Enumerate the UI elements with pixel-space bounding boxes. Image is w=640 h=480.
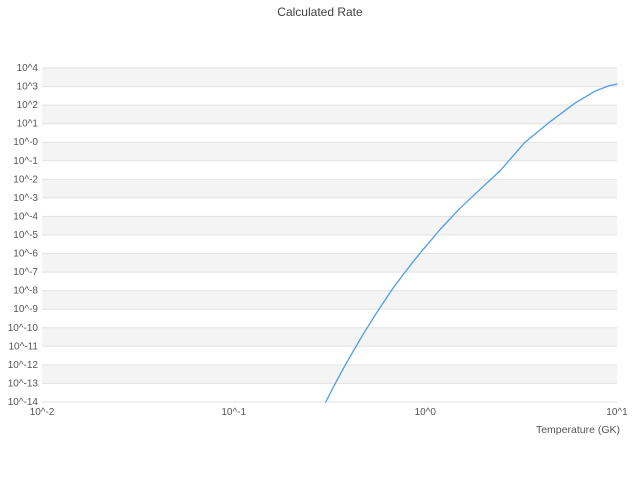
plot-band xyxy=(42,290,617,310)
x-tick-label: 10^1 xyxy=(606,407,628,418)
y-tick-label: 10^-10 xyxy=(8,323,39,334)
x-tick-label: 10^-1 xyxy=(221,407,246,418)
y-tick-label: 10^1 xyxy=(17,119,39,130)
y-tick-label: 10^-4 xyxy=(13,211,38,222)
y-tick-label: 10^-6 xyxy=(13,249,38,260)
y-tick-label: 10^-0 xyxy=(13,137,38,148)
plot-band xyxy=(42,364,617,384)
y-tick-label: 10^-9 xyxy=(13,304,38,315)
x-axis-label: Temperature (GK) xyxy=(535,424,620,436)
y-tick-label: 10^-8 xyxy=(13,286,38,297)
y-tick-label: 10^3 xyxy=(17,82,39,93)
plot-band xyxy=(42,272,617,291)
y-tick-label: 10^-7 xyxy=(13,267,38,278)
rate-curve xyxy=(325,83,618,403)
y-tick-label: 10^-13 xyxy=(8,378,39,389)
plot-band xyxy=(42,179,617,198)
plot-band xyxy=(42,160,617,180)
x-tick-label: 10^0 xyxy=(415,407,437,418)
plot-band xyxy=(42,235,617,254)
y-tick-label: 10^-1 xyxy=(13,156,38,167)
plot-band xyxy=(42,86,617,106)
y-tick-label: 10^2 xyxy=(17,100,39,111)
plot-band xyxy=(42,197,617,217)
plot-band xyxy=(42,123,617,143)
y-tick-label: 10^-11 xyxy=(8,341,38,352)
x-tick-label: 10^-2 xyxy=(30,407,55,418)
y-tick-label: 10^-14 xyxy=(8,397,39,408)
y-tick-label: 10^-3 xyxy=(13,193,38,204)
y-tick-label: 10^-12 xyxy=(8,360,39,371)
plot-band xyxy=(42,383,617,402)
chart-title: Calculated Rate xyxy=(277,5,363,19)
y-tick-label: 10^-5 xyxy=(13,230,38,241)
plot-band xyxy=(42,346,617,365)
plot-band xyxy=(42,68,617,87)
plot-band xyxy=(42,253,617,273)
plot-band xyxy=(42,216,617,235)
plot-band xyxy=(42,142,617,161)
plot-band xyxy=(42,309,617,328)
plot-band xyxy=(42,105,617,124)
y-tick-label: 10^-2 xyxy=(13,174,38,185)
plot-band xyxy=(42,327,617,347)
y-tick-label: 10^4 xyxy=(17,63,39,74)
